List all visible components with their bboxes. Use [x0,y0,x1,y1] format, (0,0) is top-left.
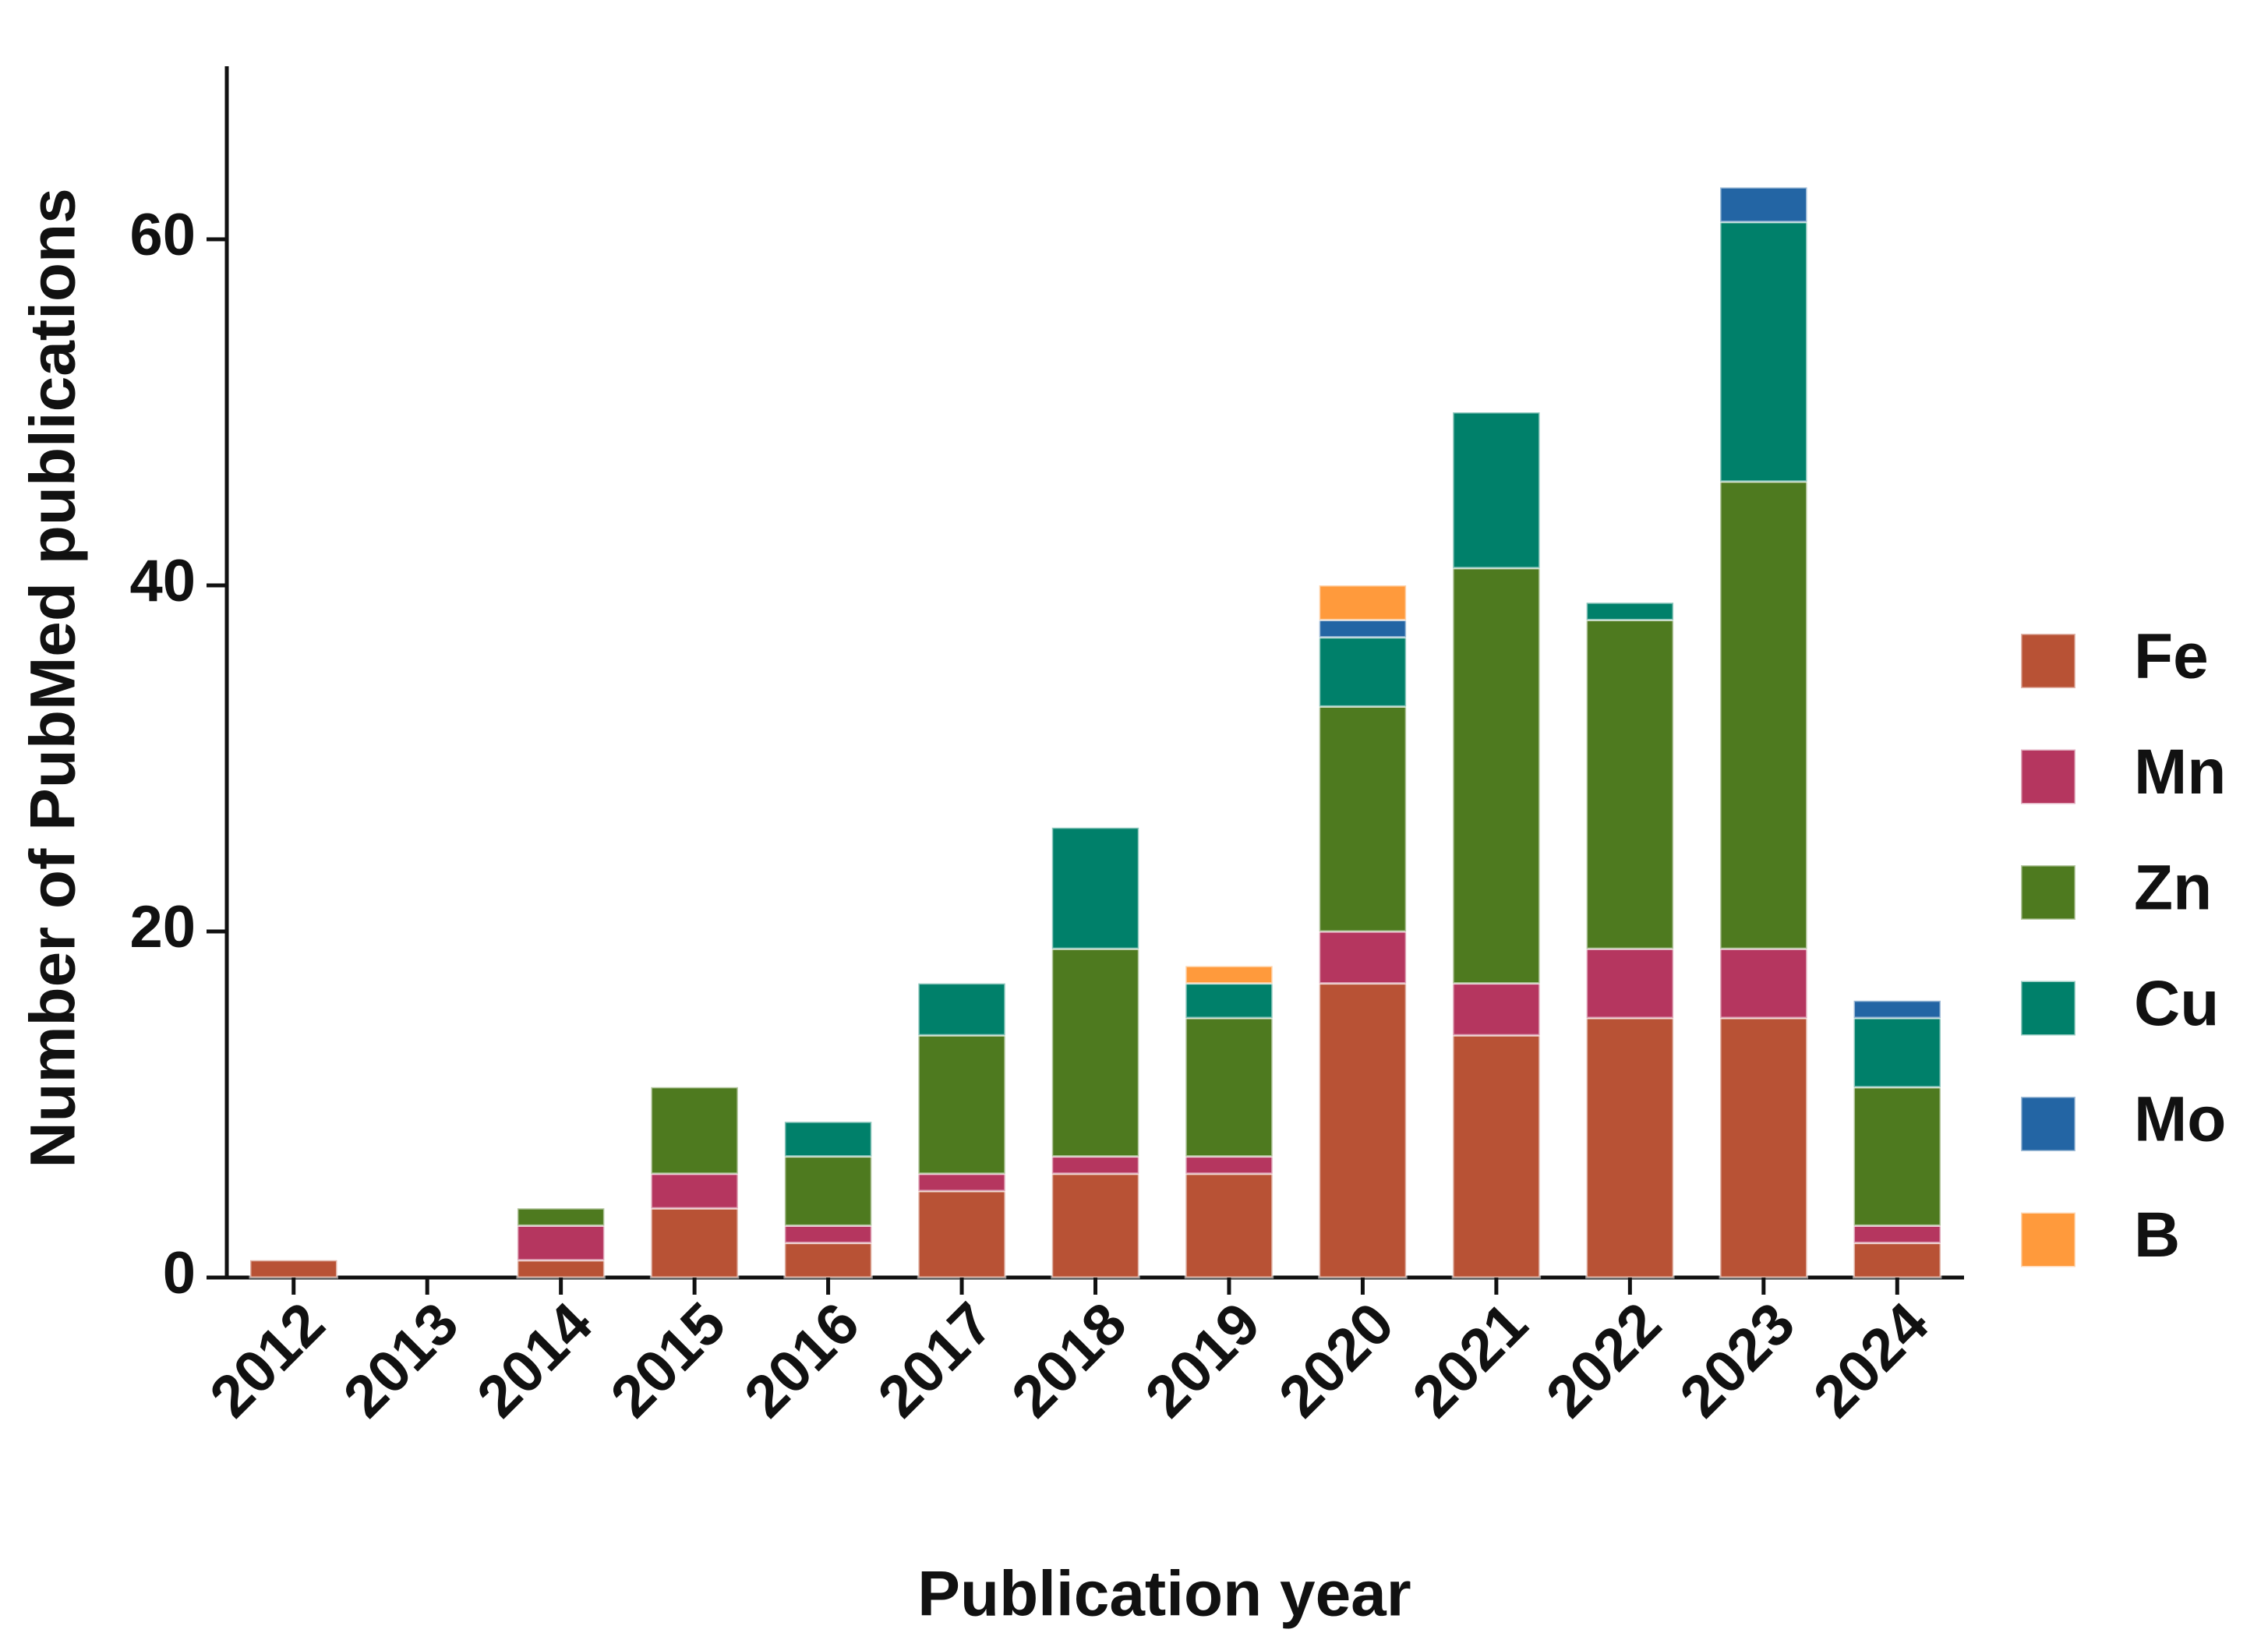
legend-label: Mn [2134,737,2226,808]
legend-swatch [2019,1095,2077,1153]
x-tick-label: 2023 [1667,1290,1807,1430]
bar-segment [1585,947,1675,1020]
bar-segment [1184,982,1274,1020]
bar-segment [1853,1224,1942,1245]
x-tick-label: 2024 [1801,1290,1941,1430]
x-tick-label: 2016 [732,1290,872,1430]
legend-swatch [2019,632,2077,690]
bar-segment [249,1259,338,1279]
bar-segment [1184,964,1274,985]
bar-segment [1853,1242,1942,1279]
y-axis-title: Number of PubMed publications [18,188,89,1168]
bar-segment [1719,1016,1809,1279]
bar-segment [1719,947,1809,1020]
legend-label: Fe [2134,621,2209,692]
bar-segment [516,1259,606,1279]
bar-segment [1451,411,1542,570]
bar-segment [649,1086,740,1175]
x-tick-label: 2020 [1266,1290,1407,1430]
bar-segment [1184,1155,1274,1175]
bar-segment [1318,584,1408,621]
legend-label: Cu [2134,968,2219,1039]
bar-segment [516,1207,606,1227]
bar-segment [1318,930,1408,985]
legend-swatch [2019,1211,2077,1268]
x-tick-label: 2022 [1534,1290,1674,1430]
x-tick-label: 2012 [197,1290,337,1430]
bar-segment [1853,999,1942,1020]
bar-segment [783,1242,873,1279]
y-tick-label: 0 [163,1240,196,1306]
bar-segment [1451,1034,1542,1279]
legend-label: Zn [2134,853,2212,924]
bar-segment [1585,618,1675,950]
bar-segment [1719,480,1809,950]
x-tick-label: 2015 [599,1290,739,1430]
bar-segment [917,1189,1007,1279]
bar-segment [783,1155,873,1227]
y-tick-label: 60 [129,202,196,268]
bar-segment [649,1207,740,1279]
bar-segment [1051,947,1140,1158]
bar-segment [649,1172,740,1210]
bar-segment [516,1224,606,1262]
bar-segment [1051,826,1140,950]
bar-segment [1585,1016,1675,1279]
bar-segment [1184,1172,1274,1279]
x-tick-label: 2014 [465,1290,605,1430]
x-tick-label: 2017 [866,1290,1006,1430]
legend-swatch [2019,864,2077,921]
x-tick-label: 2013 [331,1290,472,1430]
bar-segment [1719,186,1809,224]
x-axis-title: Publication year [917,1559,1411,1630]
y-tick-label: 40 [129,548,196,614]
bar-segment [1184,1016,1274,1158]
legend-label: Mo [2134,1084,2226,1155]
legend-swatch [2019,748,2077,805]
bar-segment [1719,221,1809,483]
x-tick-label: 2019 [1133,1290,1274,1430]
legend-label: B [2134,1200,2180,1271]
bar-segment [917,982,1007,1037]
bar-segment [917,1172,1007,1193]
bar-segment [1451,982,1542,1037]
bar-segment [783,1120,873,1158]
bar-segment [1051,1155,1140,1175]
bar-segment [1318,636,1408,708]
bar-segment [1318,982,1408,1279]
legend-swatch [2019,980,2077,1037]
bar-segment [1853,1086,1942,1227]
bar-segment [1451,567,1542,985]
bar-segment [917,1034,1007,1175]
y-tick-label: 20 [129,894,196,960]
x-tick-label: 2018 [999,1290,1139,1430]
x-tick-label: 2021 [1400,1290,1540,1430]
bar-segment [783,1224,873,1245]
bar-segment [1853,1016,1942,1089]
bar-segment [1318,705,1408,933]
bar-segment [1318,618,1408,639]
bar-segment [1585,601,1675,621]
bar-segment [1051,1172,1140,1279]
